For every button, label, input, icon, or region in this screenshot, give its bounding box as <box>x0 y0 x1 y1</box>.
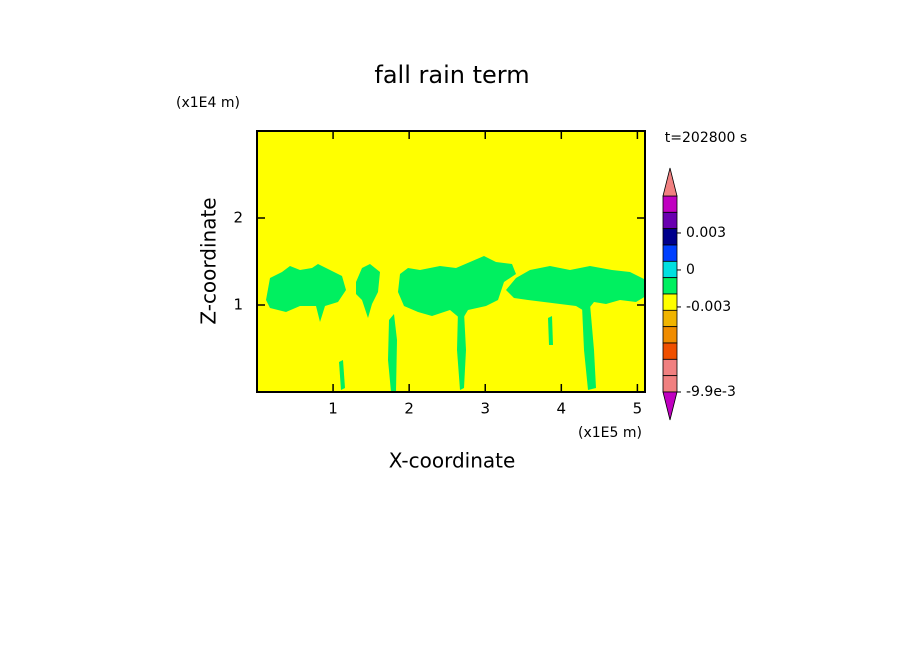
x-tick-label: 2 <box>404 400 414 418</box>
y-tick-label: 1 <box>233 296 243 314</box>
colorbar-segment <box>662 211 678 230</box>
colorbar-tick-label: 0 <box>686 262 695 278</box>
time-annotation: t=202800 s <box>665 130 747 146</box>
x-unit: (x1E5 m) <box>578 425 642 441</box>
colorbar-tick-label: -0.003 <box>686 299 731 315</box>
chart-title: fall rain term <box>374 61 529 89</box>
colorbar-segment <box>662 228 678 246</box>
field-background <box>257 131 645 392</box>
x-axis-label: X-coordinate <box>389 449 516 473</box>
colorbar-segment <box>662 244 678 262</box>
colorbar-segment <box>662 326 678 344</box>
colorbar-under <box>662 391 678 421</box>
colorbar-segment <box>662 260 678 279</box>
colorbar-segment <box>662 293 678 311</box>
y-axis-label: Z-coordinate <box>197 197 221 324</box>
colorbar-segment <box>662 342 678 360</box>
y-tick-label: 2 <box>233 209 243 227</box>
y-unit: (x1E4 m) <box>176 95 240 111</box>
colorbar-segment <box>662 375 678 393</box>
rain-region <box>266 256 646 392</box>
colorbar-segment <box>662 358 678 377</box>
colorbar-segment <box>662 195 678 213</box>
plot-frame <box>256 130 646 393</box>
colorbar-over <box>662 167 678 197</box>
colorbar-tick-label: 0.003 <box>686 225 726 241</box>
colorbar-tick-label: -9.9e-3 <box>686 384 736 400</box>
x-tick-label: 1 <box>328 400 338 418</box>
colorbar-segment <box>662 309 678 328</box>
colorbar-segment <box>662 277 678 295</box>
x-tick-label: 4 <box>557 400 567 418</box>
x-tick-label: 3 <box>480 400 490 418</box>
x-tick-label: 5 <box>633 400 643 418</box>
